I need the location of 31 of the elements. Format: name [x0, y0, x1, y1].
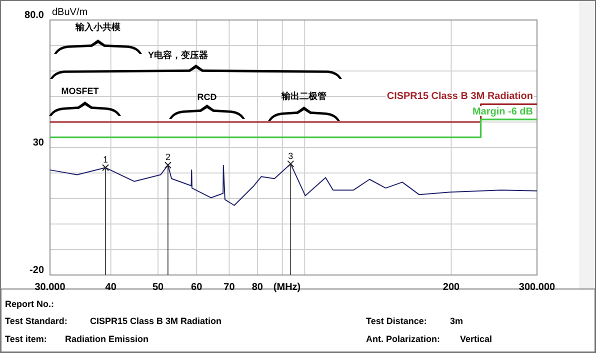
annotation: 3: [288, 150, 294, 161]
y-axis-title: dBuV/m: [52, 7, 88, 18]
text: 3m: [450, 316, 464, 326]
annotation: 1: [102, 154, 108, 165]
x-tick-label: 70: [224, 282, 236, 293]
annotation: 2: [165, 152, 170, 162]
y-tick-label: 80.0: [24, 10, 44, 21]
annotation: MOSFET: [61, 86, 100, 96]
x-tick-label: 30.000: [34, 282, 66, 293]
text: Test Standard:: [5, 316, 68, 326]
x-tick-label: 60: [191, 282, 203, 293]
x-axis-title: (MHz): [273, 282, 301, 293]
y-tick-label: 30: [32, 138, 44, 148]
x-tick-label: 300.000: [518, 282, 556, 293]
annotation: 输出二极管: [280, 91, 326, 101]
series-label: CISPR15 Class B 3M Radiation: [386, 91, 533, 102]
x-tick-label: 200: [442, 282, 460, 293]
text: Test Distance:: [366, 316, 427, 326]
y-tick-label: -20: [30, 265, 44, 276]
text: Vertical: [460, 334, 492, 344]
annotation: Y电容，变压器: [148, 50, 208, 60]
text: Report No.:: [5, 299, 54, 309]
annotation: RCD: [197, 92, 218, 102]
x-tick-label: 40: [105, 282, 117, 293]
x-tick-label: 50: [152, 282, 164, 293]
x-tick-label: 80: [252, 282, 264, 293]
annotation: 输入小共模: [74, 22, 122, 32]
text: Test item:: [5, 334, 47, 344]
text: Ant. Polarization:: [366, 334, 440, 344]
text: Radiation Emission: [65, 334, 149, 344]
text: CISPR15 Class B 3M Radiation: [90, 316, 222, 326]
